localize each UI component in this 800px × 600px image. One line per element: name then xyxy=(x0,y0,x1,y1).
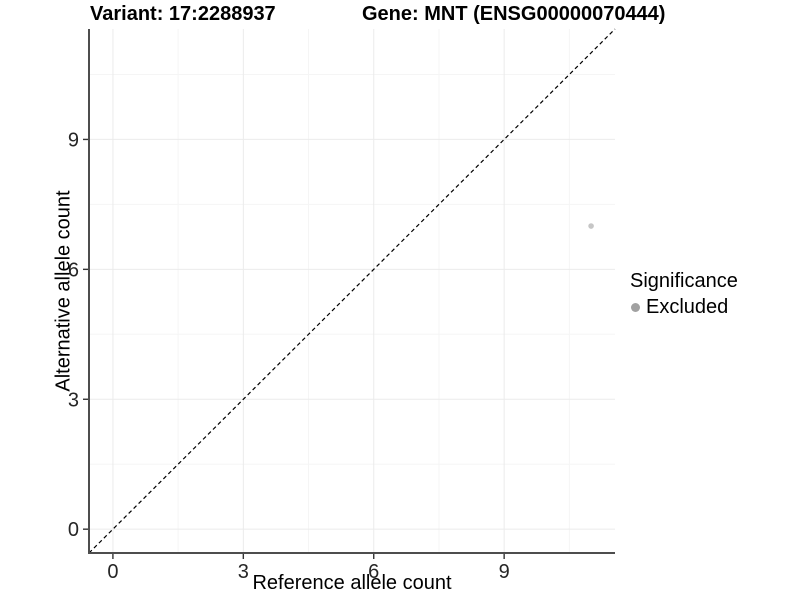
legend: Significance Excluded xyxy=(630,270,738,319)
legend-entry: Excluded xyxy=(630,296,738,319)
y-tick-label: 9 xyxy=(68,129,79,151)
y-tick-label: 6 xyxy=(68,259,79,281)
gene-title: Gene: MNT (ENSG00000070444) xyxy=(362,3,666,25)
legend-entry-label: Excluded xyxy=(646,296,729,318)
x-tick-label: 3 xyxy=(238,561,249,583)
x-tick-label: 9 xyxy=(499,561,510,583)
data-point xyxy=(588,223,594,229)
y-axis-title: Alternative allele count xyxy=(52,190,75,392)
x-axis-title: Reference allele count xyxy=(252,572,452,594)
legend-marker-dot xyxy=(631,303,640,312)
y-tick-label: 3 xyxy=(68,389,79,411)
identity-dashed-line xyxy=(88,28,616,554)
variant-title: Variant: 17:2288937 xyxy=(90,3,276,25)
x-tick-label: 0 xyxy=(107,561,118,583)
x-tick-label: 6 xyxy=(368,561,379,583)
y-tick-label: 0 xyxy=(68,519,79,541)
legend-title: Significance xyxy=(630,270,738,292)
